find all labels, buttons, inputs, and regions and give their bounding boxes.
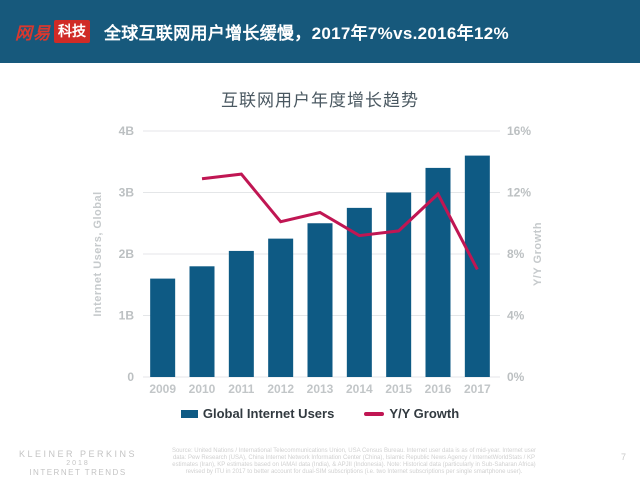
legend-label-users: Global Internet Users <box>202 406 335 421</box>
x-label-2010: 2010 <box>189 382 216 396</box>
x-label-2014: 2014 <box>346 382 373 396</box>
left-tick-0: 0 <box>127 370 134 384</box>
header: 网易 科技 全球互联网用户增长缓慢，2017年7%vs.2016年12% <box>0 0 640 63</box>
netease-tech-logo: 网易 科技 <box>15 19 90 44</box>
x-label-2013: 2013 <box>307 382 334 396</box>
right-tick-3: 12% <box>507 186 531 200</box>
right-tick-2: 8% <box>507 247 525 261</box>
x-label-2009: 2009 <box>149 382 176 396</box>
bar-series-swatch <box>180 409 198 418</box>
bar-2009 <box>150 278 176 377</box>
source-line-1: Source: United Nations / International T… <box>171 448 537 454</box>
x-label-2015: 2015 <box>385 382 412 396</box>
source-line-4: revised by ITU in 2017 to better account… <box>185 469 523 475</box>
left-tick-2: 2B <box>119 247 135 261</box>
source-note: Source: United Nations / International T… <box>158 448 550 476</box>
right-tick-4: 16% <box>507 124 531 138</box>
right-axis-title: Y/Y Growth <box>532 222 544 286</box>
brand-line-3: INTERNET TRENDS <box>29 468 127 477</box>
logo-brand-text: 网易 <box>15 24 51 43</box>
brand-line-1: KLEINER PERKINS <box>18 449 138 459</box>
x-label-2012: 2012 <box>267 382 294 396</box>
bar-2013 <box>307 223 333 377</box>
kleiner-perkins-brand: KLEINER PERKINS 2018 INTERNET TRENDS <box>10 449 146 477</box>
bar-2011 <box>228 250 254 377</box>
article-title: 全球互联网用户增长缓慢，2017年7%vs.2016年12% <box>104 24 509 43</box>
source-line-2: data: Pew Research (USA), China Internet… <box>172 455 536 461</box>
left-tick-1: 1B <box>119 309 135 323</box>
bar-2012 <box>268 238 294 377</box>
page-number: 7 <box>620 452 626 462</box>
legend-item-growth: Y/Y Growth <box>364 406 459 421</box>
bar-2016 <box>425 167 451 377</box>
line-series-swatch <box>364 411 385 416</box>
x-label-2017: 2017 <box>464 382 491 396</box>
source-line-3: estimates (Iran), KP estimates based on … <box>172 462 536 468</box>
chart-legend: Global Internet Users Y/Y Growth <box>0 406 640 421</box>
brand-line-2: 2018 <box>66 460 90 467</box>
left-axis-title: Internet Users, Global <box>92 191 104 316</box>
bar-2010 <box>189 266 215 377</box>
chart-title: 互联网用户年度增长趋势 <box>221 91 419 110</box>
legend-label-growth: Y/Y Growth <box>389 406 460 421</box>
left-tick-4: 4B <box>119 124 135 138</box>
logo-sub-badge: 科技 <box>54 20 90 43</box>
bar-2015 <box>386 192 412 377</box>
right-tick-1: 4% <box>507 309 525 323</box>
growth-line <box>201 172 479 271</box>
left-tick-3: 3B <box>119 186 135 200</box>
x-label-2011: 2011 <box>228 382 254 396</box>
x-label-2016: 2016 <box>425 382 452 396</box>
legend-item-users: Global Internet Users <box>180 406 335 421</box>
right-tick-0: 0% <box>507 370 525 384</box>
